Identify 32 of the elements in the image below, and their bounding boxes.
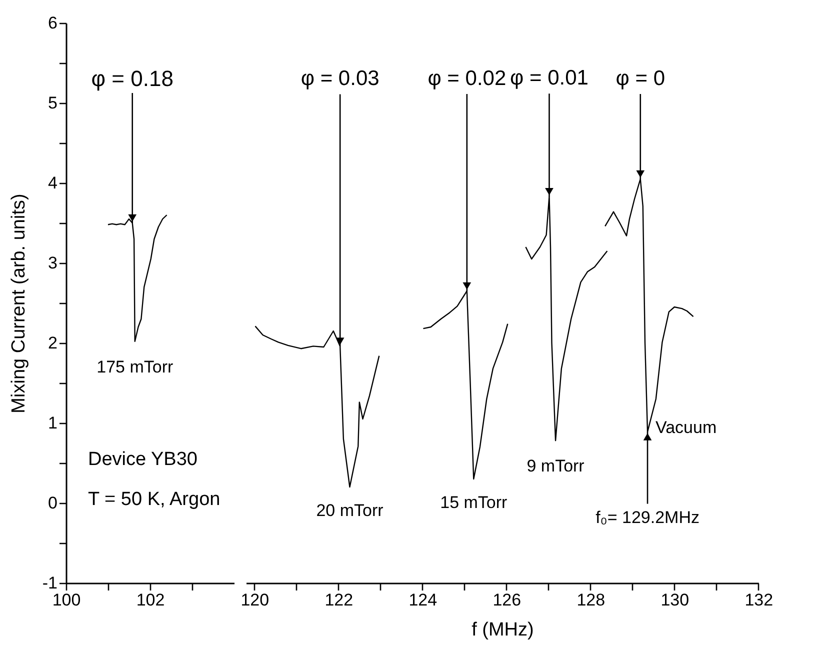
annotation: 20 mTorr (316, 501, 384, 520)
annotation: Device YB30 (88, 449, 198, 470)
annotation: φ = 0.03 (300, 67, 380, 90)
annotation: φ = 0.01 (510, 66, 588, 90)
annotation: T = 50 K, Argon (88, 489, 220, 510)
y-tick-label: 4 (48, 174, 58, 192)
x-tick-label: 124 (408, 590, 438, 610)
y-tick-label: 0 (48, 494, 58, 512)
x-tick-label: 102 (136, 590, 165, 610)
x-tick-label: 130 (660, 590, 690, 610)
annotation: 15 mTorr (440, 493, 508, 512)
y-tick-label: 6 (48, 14, 58, 32)
annotation: φ = 0.02 (428, 67, 506, 90)
x-axis-title: f (MHz) (472, 620, 534, 640)
x-tick-label: 120 (240, 590, 270, 610)
x-tick-label: 126 (492, 590, 522, 610)
y-tick-label: -1 (42, 574, 58, 592)
annotation: 9 mTorr (526, 456, 585, 476)
annotation: 175 mTorr (96, 357, 174, 376)
annotation: Vacuum (656, 418, 717, 437)
annotation: f₀= 129.2MHz (596, 508, 700, 527)
y-tick-label: 3 (48, 254, 58, 272)
x-tick-label: 122 (324, 590, 354, 610)
y-tick-label: 1 (48, 414, 58, 432)
y-tick-label: 5 (48, 94, 58, 112)
y-tick-label: 2 (48, 334, 58, 352)
annotation: φ = 0.18 (91, 66, 174, 91)
y-axis-title: Mixing Current (arb. units) (8, 194, 30, 414)
x-tick-label: 132 (744, 590, 774, 610)
annotation: φ = 0 (616, 67, 665, 90)
x-tick-label: 100 (52, 590, 81, 610)
x-tick-label: 128 (576, 590, 606, 610)
